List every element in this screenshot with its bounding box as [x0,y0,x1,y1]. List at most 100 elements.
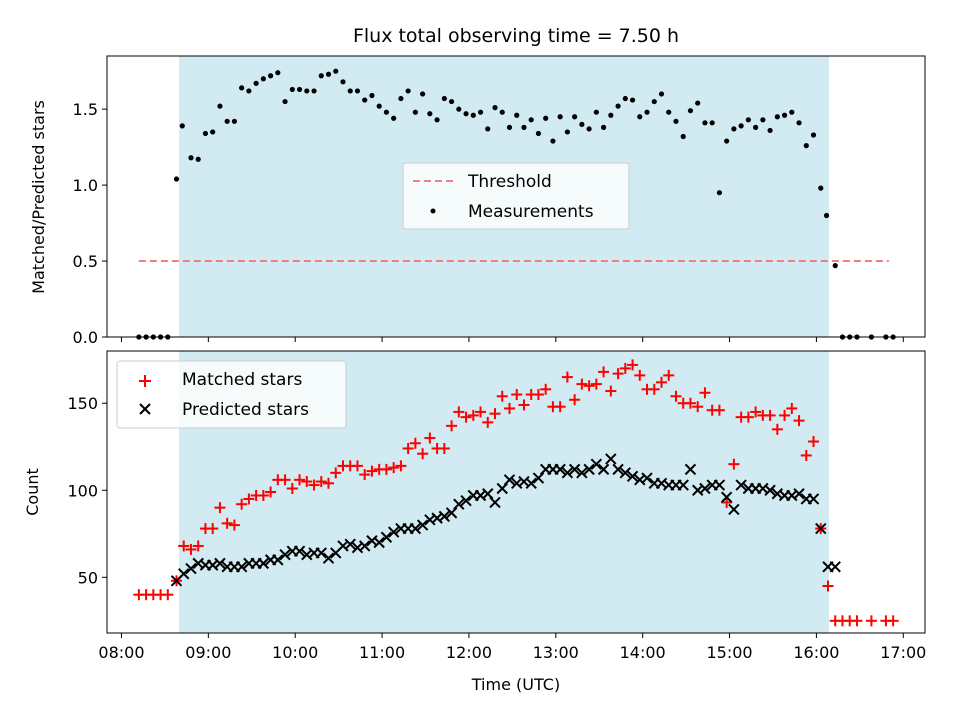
bottom-xtick-label-4: 12:00 [446,643,492,662]
measurement-point-52 [514,112,520,118]
matched-point-50 [496,390,508,402]
matched-point-21 [286,483,298,495]
legend-matched-label: Matched stars [182,370,302,390]
matched-point-90 [786,402,798,414]
matched-point-80 [713,404,725,416]
measurement-point-40 [427,111,433,117]
matched-point-59 [561,371,573,383]
measurement-point-55 [535,130,542,137]
measurement-point-24 [311,88,317,94]
predicted-point-33 [409,522,422,535]
matched-point-88 [771,423,783,435]
predicted-point-15 [279,548,291,561]
legend-threshold-label: Threshold [467,172,552,192]
measurement-point-82 [731,126,737,132]
matched-point-13 [228,519,240,531]
matched-point-45 [460,411,472,423]
top-ytick-label-0: 0.0 [73,328,98,347]
matched-point-49 [489,408,501,420]
predicted-point-14 [272,554,284,566]
measurement-point-46 [470,112,476,118]
predicted-point-26 [358,540,371,552]
matched-point-93 [808,436,820,448]
matched-point-34 [380,463,392,475]
predicted-point-71 [684,463,697,476]
matched-point-35 [388,462,400,474]
measurement-point-22 [296,86,303,93]
measurement-point-47 [477,109,484,115]
measurement-point-35 [391,115,397,121]
matched-point-15 [243,493,255,505]
measurement-point-86 [760,117,766,123]
matched-point-100 [865,615,877,627]
legend-measurements-swatch [430,208,436,214]
measurement-point-33 [376,103,382,109]
matched-point-37 [402,442,414,454]
matched-point-87 [764,409,776,421]
bottom-ytick-label-2: 150 [67,394,98,413]
matched-point-23 [301,476,313,488]
matched-point-53 [518,399,530,411]
predicted-point-82 [764,484,776,496]
measurement-point-42 [441,95,447,102]
predicted-point-76 [720,491,733,503]
predicted-point-89 [815,522,827,535]
measurement-point-94 [818,185,824,191]
predicted-point-6 [214,557,226,570]
matched-point-27 [330,467,342,479]
measurement-point-48 [485,126,491,132]
measurement-point-27 [333,68,339,74]
predicted-point-54 [561,467,574,479]
measurement-point-83 [738,123,744,129]
bottom-ticks: 08:00 09:00 10:00 11:00 12:00 13:00 14:00 15:00… [67,394,926,662]
measurement-point-76 [687,108,694,114]
measurement-point-16 [253,80,259,86]
matched-point-43 [446,420,458,432]
matched-point-46 [467,409,479,421]
chart-title: Flux total observing time = 7.50 h [353,25,679,47]
matched-point-64 [598,366,610,378]
measurement-point-88 [774,114,780,120]
predicted-point-30 [387,526,400,538]
predicted-point-56 [576,467,588,479]
bottom-xtick-label-8: 16:00 [793,643,839,662]
measurement-point-29 [347,88,353,94]
matched-point-68 [627,359,639,371]
measurement-point-72 [658,91,665,97]
matched-point-6 [178,540,190,552]
matched-point-39 [417,448,429,460]
measurement-point-26 [325,71,332,77]
matched-point-11 [214,502,226,514]
measurement-point-49 [492,105,498,111]
top-legend-box [402,162,630,230]
predicted-point-1 [178,568,190,580]
matched-point-67 [619,362,631,374]
measurement-point-63 [593,109,599,115]
matched-point-38 [409,437,421,449]
predicted-point-9 [235,561,248,573]
top-ylabel: Matched/Predicted stars [29,100,48,294]
measurement-point-96 [832,263,838,269]
matched-point-7 [185,543,197,555]
measurement-point-81 [724,138,730,144]
predicted-point-28 [373,536,385,549]
measurement-point-34 [383,109,390,115]
measurement-point-67 [622,95,628,102]
predicted-point-60 [605,453,617,465]
top-ytick-label-1: 0.5 [73,252,98,271]
measurement-point-10 [210,129,216,135]
bottom-ylabel: Count [23,468,42,516]
matched-point-58 [554,401,566,413]
legend-predicted-swatch [139,403,151,415]
matched-point-99 [851,615,863,627]
predicted-point-59 [597,463,610,476]
measurement-point-65 [608,112,614,118]
matched-point-78 [699,387,711,399]
predicted-point-61 [612,463,624,476]
predicted-point-34 [416,519,429,531]
bottom-ytick-label-0: 50 [78,568,98,587]
bottom-axes-frame [106,350,926,634]
predicted-point-55 [568,463,581,476]
measurement-point-64 [600,124,607,130]
measurement-point-12 [224,118,230,124]
